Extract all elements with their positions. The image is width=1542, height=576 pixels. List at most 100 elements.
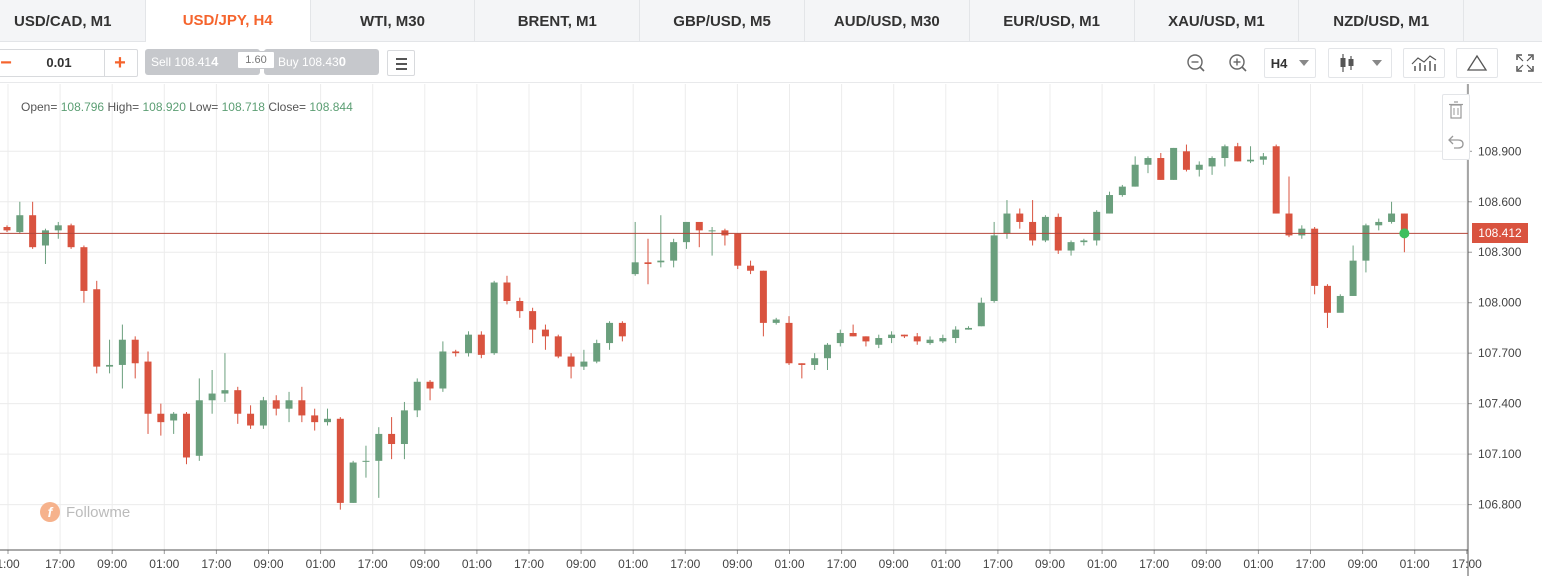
x-tick-label: 01:00 xyxy=(1400,557,1430,571)
lot-stepper: − 0.01 + xyxy=(0,49,138,77)
candle-body xyxy=(618,322,626,337)
x-tick-label: 17:00 xyxy=(1452,557,1482,571)
lot-decrease-button[interactable]: − xyxy=(0,52,12,74)
x-tick-label: 17:00 xyxy=(670,557,700,571)
candle-body xyxy=(1323,285,1331,313)
x-tick-label: 09:00 xyxy=(722,557,752,571)
tab-brent[interactable]: BRENT, M1 xyxy=(475,0,641,42)
candle-body xyxy=(1144,158,1152,165)
candle-body xyxy=(285,400,293,409)
tab-wti[interactable]: WTI, M30 xyxy=(311,0,476,42)
candle-body xyxy=(785,322,793,364)
y-tick-label: 106.800 xyxy=(1478,498,1522,512)
x-tick-label: 01:00 xyxy=(1087,557,1117,571)
candle-body xyxy=(798,363,806,365)
candle-body xyxy=(465,334,473,354)
candle-body xyxy=(708,230,716,232)
candle-body xyxy=(1106,195,1114,214)
candle-body xyxy=(939,338,947,342)
undo-button[interactable] xyxy=(1448,133,1464,154)
tab-gbpusd[interactable]: GBP/USD, M5 xyxy=(640,0,805,42)
candle-body xyxy=(1298,228,1306,236)
zoom-out-button[interactable] xyxy=(1183,48,1209,78)
candle-body xyxy=(413,381,421,411)
candle-body xyxy=(426,381,434,389)
candle-body xyxy=(606,322,614,344)
candle-body xyxy=(106,364,114,367)
trash-icon xyxy=(1449,101,1463,119)
candle-body xyxy=(1259,156,1267,160)
candle-body xyxy=(631,262,639,275)
y-tick-label: 108.000 xyxy=(1478,296,1522,310)
buy-button[interactable]: Buy 108.430 xyxy=(264,49,379,75)
candle-body xyxy=(349,462,357,503)
candle-body xyxy=(529,311,537,330)
candle-body xyxy=(965,327,972,330)
candle-body xyxy=(259,400,267,426)
timeframe-select[interactable]: H4 xyxy=(1264,48,1316,78)
candle-body xyxy=(772,319,780,323)
followme-logo: f xyxy=(40,502,60,522)
x-tick-label: 01:00 xyxy=(618,557,648,571)
drawing-tools-button[interactable] xyxy=(1456,48,1498,78)
candlestick-chart[interactable]: 1:00 17:00 09:00 01:00 17:00 09:00 01:00 17:00 0… xyxy=(0,84,1542,576)
candle-body xyxy=(1375,221,1383,226)
candle-body xyxy=(644,262,652,265)
candle-body xyxy=(888,334,896,339)
candle-body xyxy=(926,339,934,344)
zoom-in-button[interactable] xyxy=(1225,48,1251,78)
x-tick-label: 01:00 xyxy=(1243,557,1273,571)
candle-body xyxy=(118,339,126,365)
close-label: Close= xyxy=(268,100,307,114)
candle-body xyxy=(182,413,190,458)
x-tick-label: 01:00 xyxy=(774,557,804,571)
candle-body xyxy=(298,400,306,416)
tab-audusd[interactable]: AUD/USD, M30 xyxy=(805,0,970,42)
lot-increase-button[interactable]: + xyxy=(114,52,126,74)
candle-body xyxy=(1029,221,1037,241)
candle-body xyxy=(1093,211,1101,241)
lot-size-input[interactable]: 0.01 xyxy=(46,55,72,70)
tab-usdcad[interactable]: USD/CAD, M1 xyxy=(0,0,146,42)
tab-usdjpy[interactable]: USD/JPY, H4 xyxy=(145,0,311,42)
chart-type-select[interactable] xyxy=(1328,48,1392,78)
tab-xauusd[interactable]: XAU/USD, M1 xyxy=(1135,0,1300,42)
sell-price: 108.414 xyxy=(174,54,219,69)
x-tick-label: 17:00 xyxy=(1139,557,1169,571)
indicators-button[interactable] xyxy=(1403,48,1445,78)
x-tick-label: 17:00 xyxy=(1295,557,1325,571)
candle-body xyxy=(234,390,242,414)
open-value: 108.796 xyxy=(60,100,105,114)
candle-body xyxy=(477,334,485,355)
candle-body xyxy=(952,329,960,339)
price-chart[interactable]: 1:00 17:00 09:00 01:00 17:00 09:00 01:00 17:00 0… xyxy=(0,84,1542,576)
candle-body xyxy=(503,282,511,302)
tab-overflow xyxy=(1464,0,1542,42)
candle-body xyxy=(16,215,24,233)
candle-body xyxy=(1016,213,1024,222)
candle-body xyxy=(67,225,75,248)
x-tick-label: 17:00 xyxy=(358,557,388,571)
candle-body xyxy=(541,329,549,337)
menu-button[interactable] xyxy=(387,50,415,76)
candle-body xyxy=(875,338,883,345)
candle-body xyxy=(336,418,344,503)
x-tick-label: 09:00 xyxy=(879,557,909,571)
fullscreen-button[interactable] xyxy=(1510,48,1540,78)
candle-body xyxy=(311,415,319,423)
delete-drawings-button[interactable] xyxy=(1448,101,1464,124)
x-tick-label: 1:00 xyxy=(0,557,20,571)
undo-icon xyxy=(1448,135,1464,149)
indicators-icon xyxy=(1411,55,1437,71)
candle-body xyxy=(93,289,101,367)
candle-body xyxy=(670,242,678,261)
y-tick-label: 108.600 xyxy=(1478,195,1522,209)
tab-eurusd[interactable]: EUR/USD, M1 xyxy=(970,0,1135,42)
tab-nzdusd[interactable]: NZD/USD, M1 xyxy=(1299,0,1465,42)
candle-body xyxy=(131,339,139,364)
x-tick-label: 17:00 xyxy=(827,557,857,571)
x-tick-label: 09:00 xyxy=(1348,557,1378,571)
chevron-down-icon xyxy=(1372,60,1382,66)
candle-body xyxy=(900,334,908,337)
y-tick-label: 108.900 xyxy=(1478,144,1522,158)
